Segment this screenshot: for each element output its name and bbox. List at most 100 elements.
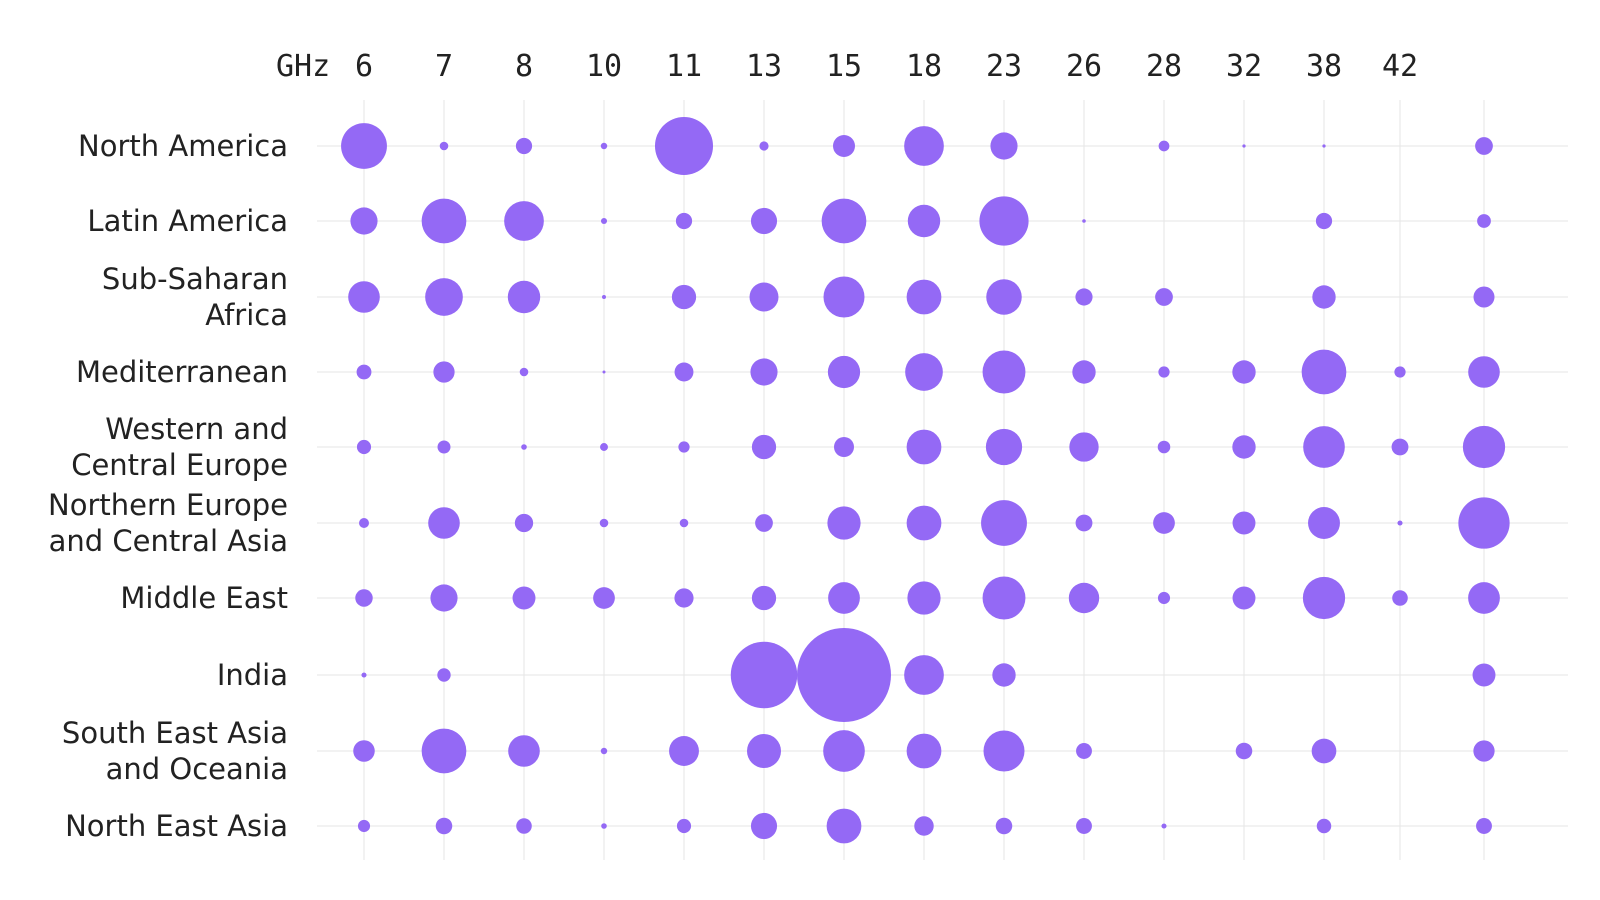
bubble (982, 350, 1026, 394)
bubble (907, 581, 941, 615)
column-label: 23 (986, 49, 1022, 84)
bubble (986, 279, 1022, 315)
row-label: Northern Europe (48, 488, 288, 522)
bubble (906, 279, 942, 315)
column-label: 42 (1382, 49, 1418, 84)
column-label: 32 (1226, 49, 1262, 84)
bubble (519, 367, 529, 377)
bubble (669, 736, 699, 766)
bubble (516, 818, 532, 834)
row-label: Sub-Saharan (102, 262, 288, 296)
bubble (827, 506, 861, 540)
bubble (507, 280, 541, 314)
row-label: Mediterranean (76, 355, 288, 389)
bubble (679, 518, 689, 528)
bubble (823, 276, 865, 318)
bubble (906, 505, 942, 541)
bubble (914, 816, 934, 836)
bubble (676, 818, 692, 834)
bubble (357, 819, 371, 833)
bubble (827, 355, 861, 389)
bubble (515, 137, 533, 155)
bubble (1458, 497, 1510, 549)
bubble (675, 212, 693, 230)
bubble (797, 628, 891, 722)
bubble (512, 586, 536, 610)
bubble (1312, 285, 1336, 309)
bubble (1157, 440, 1171, 454)
bubble (1308, 507, 1340, 539)
bubble (1235, 742, 1253, 760)
row-label: Latin America (87, 204, 288, 238)
bubble (437, 440, 451, 454)
bubble (1069, 432, 1099, 462)
bubble (654, 116, 714, 176)
bubble (1462, 425, 1506, 469)
bubble (439, 141, 449, 151)
bubble (1076, 818, 1092, 834)
bubble (437, 668, 451, 682)
bubble (1068, 582, 1100, 614)
bubble (593, 587, 615, 609)
row-label: Western and (105, 412, 288, 446)
column-label: 18 (906, 49, 942, 84)
bubble (990, 132, 1018, 160)
bubble (1472, 663, 1496, 687)
grid-lines (317, 100, 1568, 860)
bubble (1232, 511, 1256, 535)
row-label: North East Asia (65, 809, 288, 843)
column-label: 28 (1146, 49, 1182, 84)
bubble (746, 733, 782, 769)
bubble (834, 437, 854, 457)
row-labels: North America Latin America Sub-SaharanAfr… (48, 129, 288, 843)
row-label: Central Europe (71, 448, 288, 482)
bubble (674, 362, 694, 382)
bubble (599, 518, 609, 528)
bubble (433, 361, 455, 383)
column-label: 15 (826, 49, 862, 84)
bubble (1394, 366, 1406, 378)
bubble (1391, 438, 1409, 456)
bubble (521, 444, 527, 450)
bubble (359, 518, 369, 528)
column-label: 26 (1066, 49, 1102, 84)
bubble (1322, 144, 1326, 148)
bubble (730, 641, 798, 709)
bubble (907, 204, 941, 238)
bubble (425, 278, 463, 316)
bubble (356, 439, 372, 455)
bubble (678, 441, 690, 453)
bubble (600, 443, 608, 451)
bubble (600, 217, 608, 225)
bubble (1468, 582, 1500, 614)
bubble (906, 429, 942, 465)
bubble (1392, 590, 1408, 606)
bubble (428, 507, 460, 539)
column-label: 11 (666, 49, 702, 84)
bubble (750, 207, 778, 235)
bubble (356, 364, 372, 380)
bubble (1301, 349, 1347, 395)
bubble (1076, 743, 1092, 759)
bubble (904, 126, 944, 166)
bubble (1232, 586, 1256, 610)
bubble (350, 207, 378, 235)
column-label: 10 (586, 49, 622, 84)
bubble (1475, 137, 1493, 155)
bubble (751, 585, 777, 611)
bubble (749, 282, 779, 312)
bubble (904, 655, 944, 695)
bubble (995, 817, 1013, 835)
bubble (1072, 360, 1096, 384)
bubble (435, 817, 453, 835)
column-labels: 6 7 8 10 11 13 15 18 23 26 28 32 38 42 (355, 49, 1418, 84)
bubble (1082, 219, 1086, 223)
bubble (504, 201, 544, 241)
bubble (750, 358, 778, 386)
bubble (982, 576, 1026, 620)
bubble (602, 370, 606, 374)
column-label: 7 (435, 49, 453, 84)
row-label: Africa (205, 298, 288, 332)
bubble (1075, 288, 1093, 306)
